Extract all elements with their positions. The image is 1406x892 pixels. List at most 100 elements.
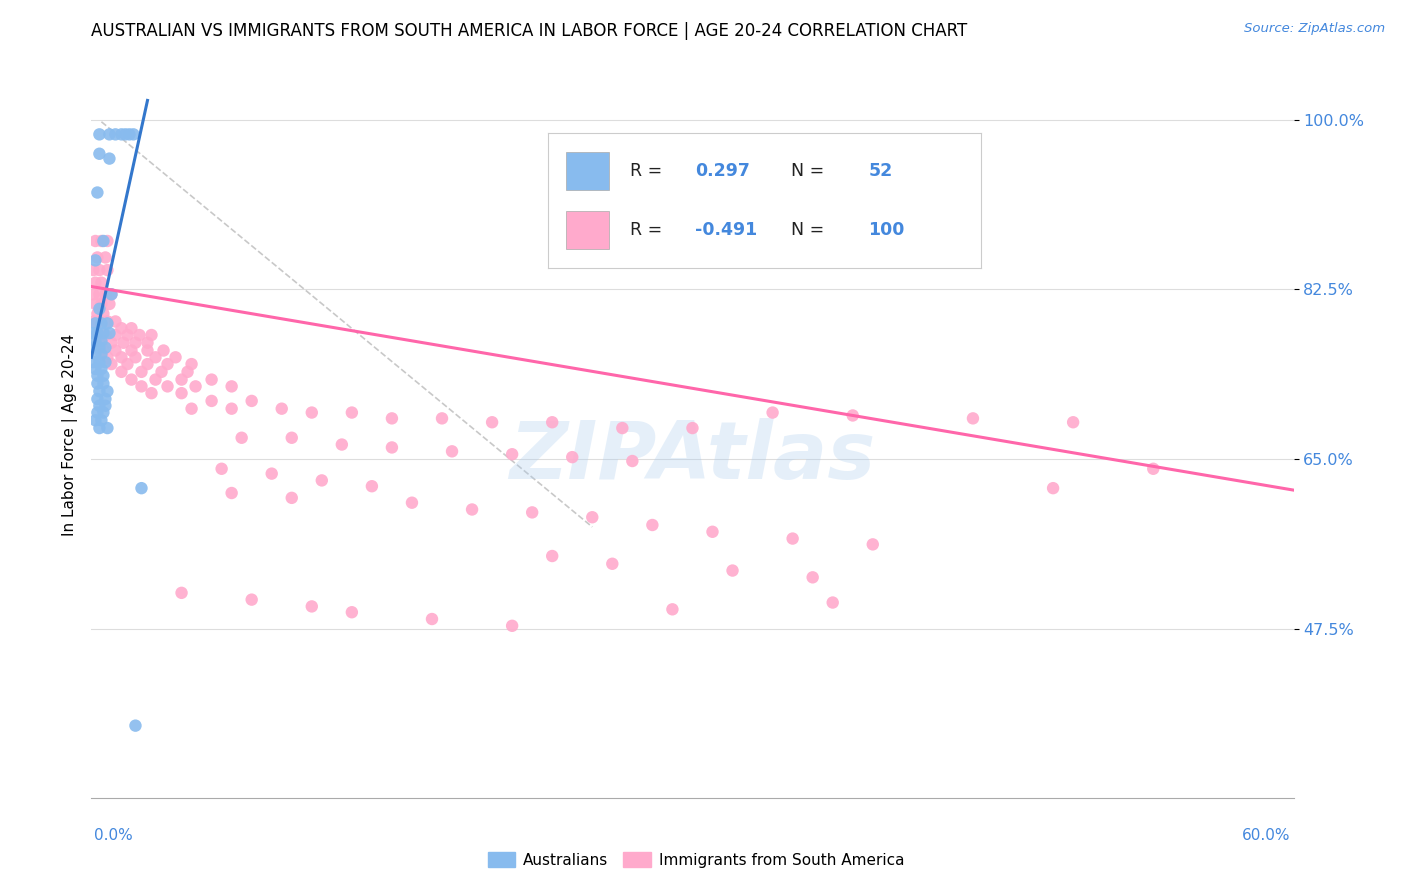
- Text: Source: ZipAtlas.com: Source: ZipAtlas.com: [1244, 22, 1385, 36]
- Point: [96, 317, 118, 331]
- Point: [94, 341, 117, 355]
- Point: [93, 234, 115, 248]
- Point: [231, 431, 253, 445]
- Point: [281, 491, 304, 505]
- Point: [96, 314, 118, 328]
- Point: [89, 301, 111, 316]
- Point: [104, 343, 127, 358]
- Point: [90, 335, 112, 350]
- Point: [156, 379, 179, 393]
- Point: [82, 263, 104, 277]
- Point: [762, 406, 785, 420]
- Point: [201, 393, 224, 408]
- Point: [141, 386, 163, 401]
- Point: [270, 401, 292, 416]
- Point: [962, 411, 984, 425]
- Point: [330, 437, 353, 451]
- Point: [501, 447, 523, 461]
- Point: [117, 328, 139, 343]
- Point: [128, 328, 150, 343]
- Point: [801, 570, 824, 584]
- Point: [98, 152, 121, 166]
- Point: [104, 128, 127, 142]
- Point: [84, 362, 107, 376]
- Point: [89, 314, 111, 328]
- Point: [84, 297, 107, 311]
- Point: [82, 287, 104, 301]
- Point: [84, 334, 107, 348]
- Point: [93, 368, 115, 383]
- Point: [461, 502, 484, 516]
- Point: [721, 564, 744, 578]
- Text: ZIPAtlas: ZIPAtlas: [509, 417, 876, 496]
- Point: [211, 462, 233, 476]
- Point: [94, 392, 117, 406]
- Point: [136, 335, 159, 350]
- Point: [240, 393, 263, 408]
- Point: [150, 365, 173, 379]
- Point: [311, 474, 333, 488]
- Legend: Australians, Immigrants from South America: Australians, Immigrants from South Ameri…: [482, 846, 910, 873]
- Point: [882, 221, 904, 235]
- Point: [136, 357, 159, 371]
- Point: [136, 343, 159, 358]
- Point: [221, 486, 243, 500]
- Point: [94, 251, 117, 265]
- Text: AUSTRALIAN VS IMMIGRANTS FROM SOUTH AMERICA IN LABOR FORCE | AGE 20-24 CORRELATI: AUSTRALIAN VS IMMIGRANTS FROM SOUTH AMER…: [91, 22, 967, 40]
- Point: [82, 355, 104, 369]
- Point: [180, 357, 202, 371]
- Point: [440, 444, 463, 458]
- Point: [156, 357, 179, 371]
- Point: [93, 406, 115, 420]
- Point: [84, 317, 107, 331]
- Point: [98, 297, 121, 311]
- Point: [110, 351, 132, 365]
- Point: [661, 602, 683, 616]
- Point: [481, 415, 503, 429]
- Point: [184, 379, 207, 393]
- Point: [301, 599, 323, 614]
- Point: [90, 234, 112, 248]
- Point: [131, 481, 153, 495]
- Point: [104, 328, 127, 343]
- Point: [110, 128, 132, 142]
- Point: [86, 406, 108, 420]
- Point: [84, 413, 107, 427]
- Point: [89, 287, 111, 301]
- Point: [94, 399, 117, 413]
- Point: [821, 595, 844, 609]
- Point: [84, 347, 107, 361]
- Point: [121, 373, 143, 387]
- Point: [141, 328, 163, 343]
- Point: [89, 384, 111, 399]
- Point: [170, 373, 193, 387]
- Point: [124, 351, 146, 365]
- Point: [96, 421, 118, 435]
- Point: [86, 328, 108, 343]
- Point: [782, 532, 804, 546]
- Point: [541, 549, 564, 563]
- Point: [165, 351, 187, 365]
- Point: [240, 592, 263, 607]
- Point: [86, 368, 108, 383]
- Point: [621, 454, 644, 468]
- Point: [360, 479, 382, 493]
- Point: [841, 409, 863, 423]
- Point: [201, 373, 224, 387]
- Point: [93, 376, 115, 391]
- Point: [301, 406, 323, 420]
- Point: [89, 128, 111, 142]
- Point: [602, 557, 624, 571]
- Point: [110, 321, 132, 335]
- Point: [96, 384, 118, 399]
- Point: [90, 276, 112, 290]
- Point: [145, 373, 167, 387]
- Text: 0.0%: 0.0%: [94, 829, 134, 843]
- Point: [110, 365, 132, 379]
- Point: [89, 263, 111, 277]
- Point: [86, 376, 108, 391]
- Point: [100, 287, 122, 301]
- Point: [401, 496, 423, 510]
- Point: [381, 411, 404, 425]
- Point: [180, 401, 202, 416]
